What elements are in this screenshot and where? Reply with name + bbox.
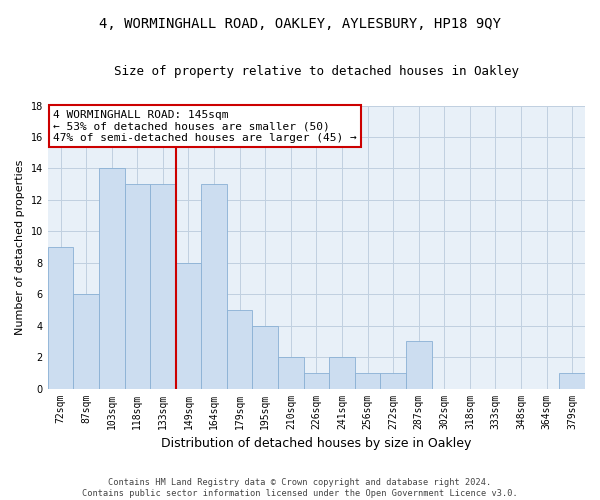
Bar (201, 184, 227, 388)
Bar (99, 168, 125, 388)
Bar (176, 263, 201, 388)
Bar (253, 326, 278, 388)
Bar (559, 373, 585, 388)
Text: 4 WORMINGHALL ROAD: 145sqm
← 53% of detached houses are smaller (50)
47% of semi: 4 WORMINGHALL ROAD: 145sqm ← 53% of deta… (53, 110, 357, 143)
Bar (304, 373, 329, 388)
Bar (125, 184, 150, 388)
Text: 4, WORMINGHALL ROAD, OAKLEY, AYLESBURY, HP18 9QY: 4, WORMINGHALL ROAD, OAKLEY, AYLESBURY, … (99, 18, 501, 32)
X-axis label: Distribution of detached houses by size in Oakley: Distribution of detached houses by size … (161, 437, 472, 450)
Bar (227, 310, 253, 388)
Bar (329, 357, 355, 388)
Bar (380, 373, 406, 388)
Bar (278, 357, 304, 388)
Text: Contains HM Land Registry data © Crown copyright and database right 2024.
Contai: Contains HM Land Registry data © Crown c… (82, 478, 518, 498)
Bar (355, 373, 380, 388)
Bar (48, 247, 73, 388)
Bar (73, 294, 99, 388)
Title: Size of property relative to detached houses in Oakley: Size of property relative to detached ho… (114, 65, 519, 78)
Bar (150, 184, 176, 388)
Y-axis label: Number of detached properties: Number of detached properties (15, 160, 25, 334)
Bar (406, 342, 431, 388)
